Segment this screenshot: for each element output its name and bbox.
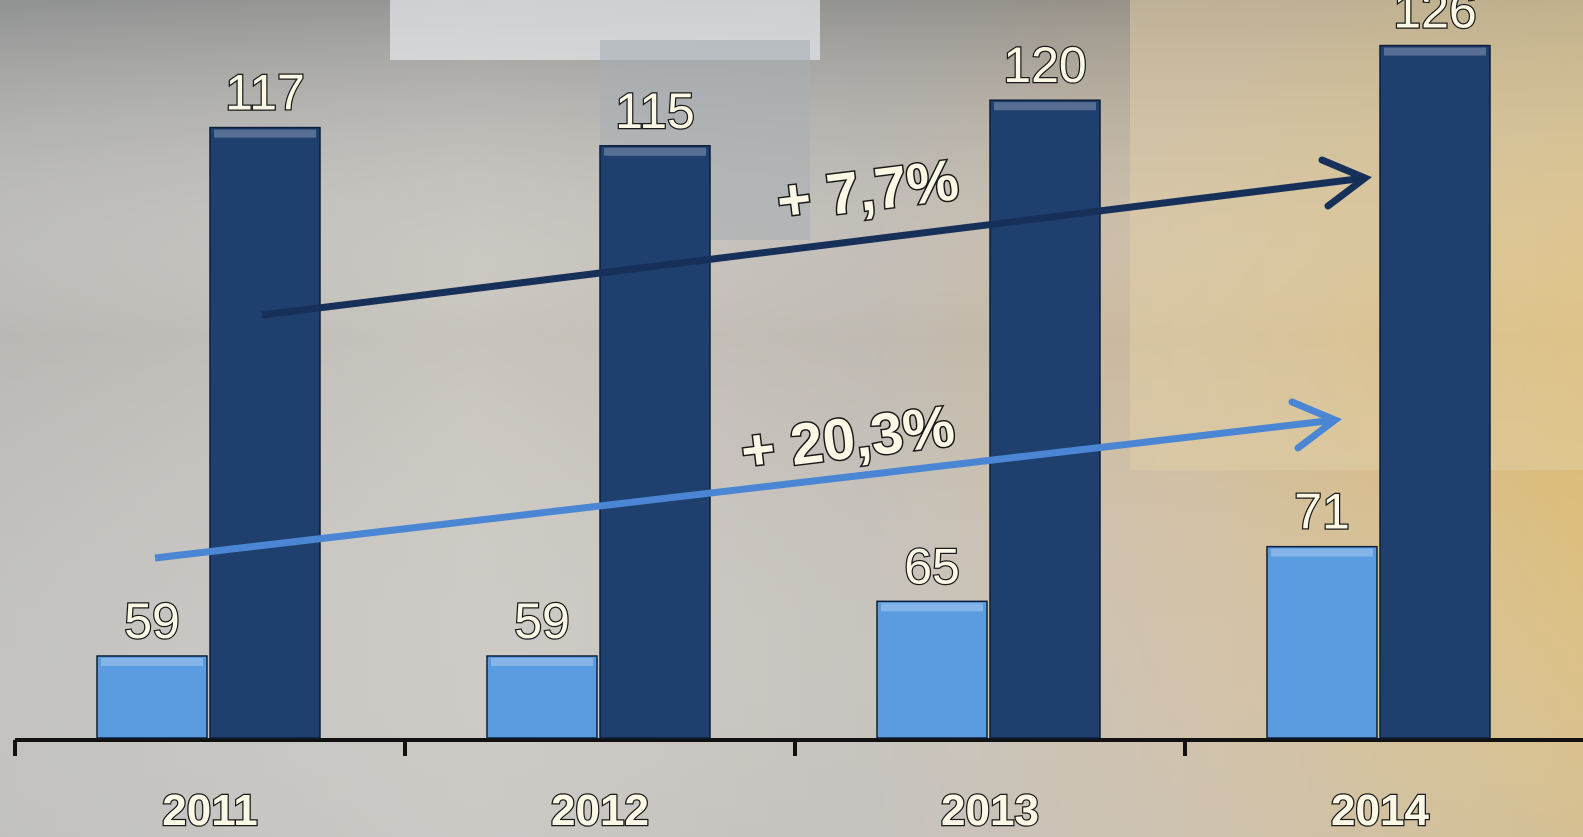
x-tick-label: 2012: [551, 786, 649, 835]
bar: [989, 99, 1101, 739]
bar: [486, 655, 598, 739]
data-label: 120: [1003, 37, 1086, 93]
bar-highlight: [1384, 47, 1486, 56]
data-label: 117: [225, 65, 305, 121]
x-tick-label: 2011: [162, 786, 257, 835]
bar: [1266, 545, 1378, 739]
data-label: 59: [124, 593, 180, 649]
data-label: 115: [615, 83, 695, 139]
bar-highlight: [604, 147, 706, 156]
trend-arrow: [154, 416, 1336, 562]
trend-arrow-head: [1318, 156, 1372, 210]
data-label: 126: [1393, 0, 1476, 39]
bar-highlight: [1271, 548, 1373, 557]
trend-arrow: [261, 174, 1366, 319]
bar-highlight: [881, 603, 983, 612]
bar: [876, 600, 988, 739]
trend-arrow-head: [1288, 398, 1342, 452]
bar: [96, 655, 208, 739]
bar: [1379, 44, 1491, 739]
x-tick-label: 2013: [941, 786, 1039, 835]
data-label: 59: [514, 593, 570, 649]
data-label: 71: [1294, 484, 1350, 540]
bar-highlight: [101, 658, 203, 666]
bar-highlight: [994, 102, 1096, 111]
bar-highlight: [491, 658, 593, 666]
bar-highlight: [214, 129, 316, 138]
data-label: 65: [904, 538, 960, 594]
background-bus: [1130, 0, 1583, 470]
bar: [599, 145, 711, 739]
x-tick-label: 2014: [1331, 786, 1429, 835]
bar: [209, 126, 321, 739]
